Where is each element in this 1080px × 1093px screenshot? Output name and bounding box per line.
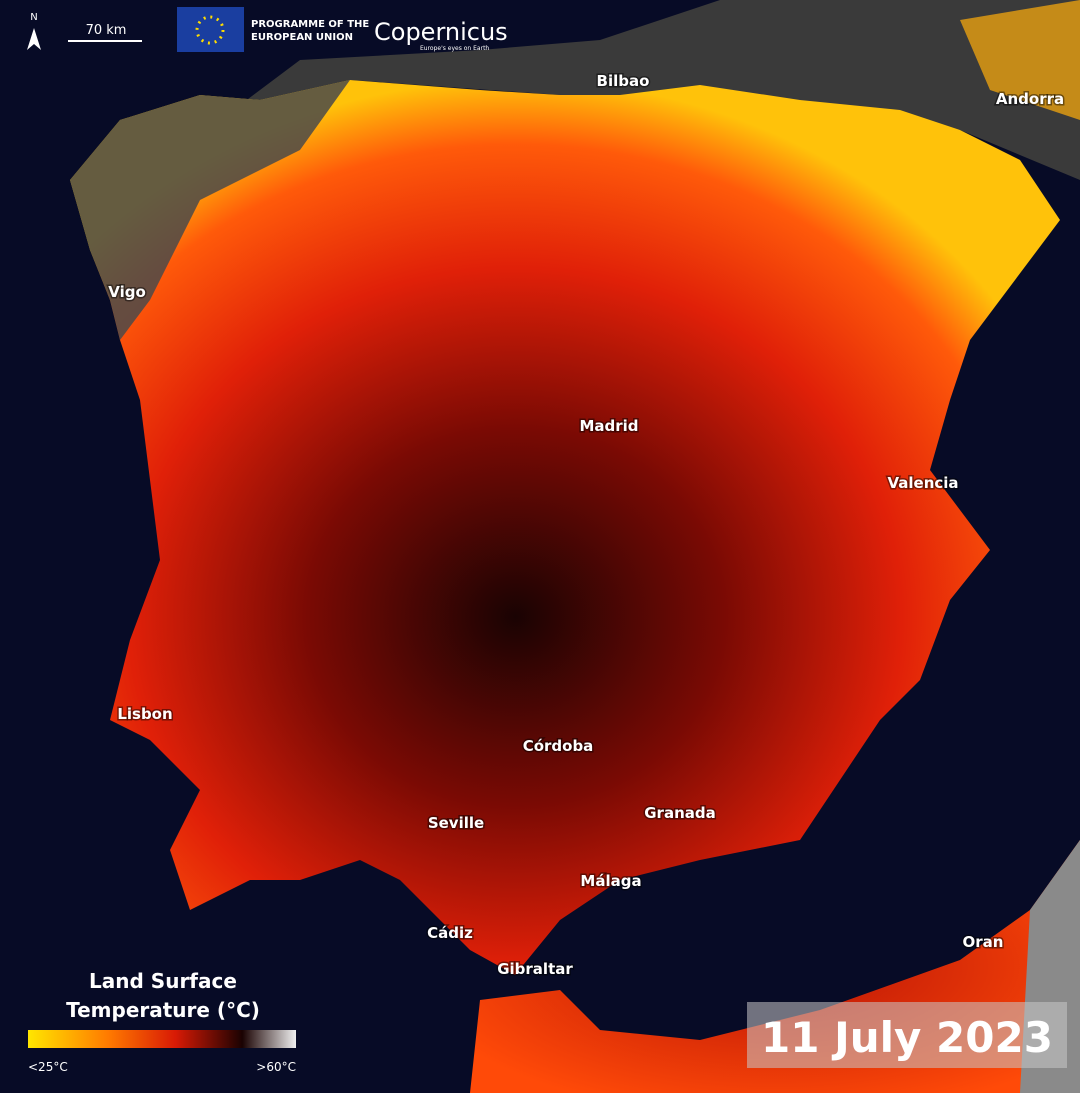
city-label: Málaga xyxy=(580,872,641,890)
city-label: Oran xyxy=(963,933,1004,951)
eu-flag xyxy=(177,7,244,52)
legend-colorbar xyxy=(28,1030,296,1048)
legend-min: <25°C xyxy=(28,1060,68,1074)
programme-line: EUROPEAN UNION xyxy=(251,32,353,43)
legend-max: >60°C xyxy=(256,1060,296,1074)
programme-line: PROGRAMME OF THE xyxy=(251,19,369,30)
tagline: Europe's eyes on Earth xyxy=(420,45,489,52)
cities: Bilbao Andorra Vigo Madrid Valencia Lisb… xyxy=(107,71,1066,980)
eu-stars xyxy=(195,15,225,45)
date-box xyxy=(747,1002,1067,1068)
brand: Copernicus xyxy=(374,18,508,46)
north-label: N xyxy=(30,12,37,23)
city-label: Cádiz xyxy=(427,924,473,942)
header: N 70 km PROGRAMME OF THE EUROPEAN UNION … xyxy=(27,7,508,52)
north-arrow xyxy=(27,28,41,50)
galicia-cool xyxy=(70,80,350,340)
legend-title: Land Surface xyxy=(89,969,237,993)
city-label: Vigo xyxy=(108,283,146,301)
city-label: Valencia xyxy=(887,474,958,492)
city-label: Bilbao xyxy=(597,72,650,90)
city-label: Córdoba xyxy=(523,737,594,755)
pyrenees-heat xyxy=(960,0,1080,120)
city-label: Lisbon xyxy=(117,705,172,723)
france-land xyxy=(220,0,1080,180)
city-label: Andorra xyxy=(996,90,1064,108)
legend-title: Temperature (°C) xyxy=(66,998,260,1022)
city-label: Granada xyxy=(644,804,716,822)
legend: Land Surface Temperature (°C) <25°C >60°… xyxy=(28,969,296,1074)
scale-label: 70 km xyxy=(86,23,127,38)
date: 11 July 2023 xyxy=(761,1013,1053,1062)
city-label: Madrid xyxy=(579,417,638,435)
iberia xyxy=(70,80,1060,975)
city-label: Seville xyxy=(428,814,484,832)
city-label: Gibraltar xyxy=(497,960,573,978)
